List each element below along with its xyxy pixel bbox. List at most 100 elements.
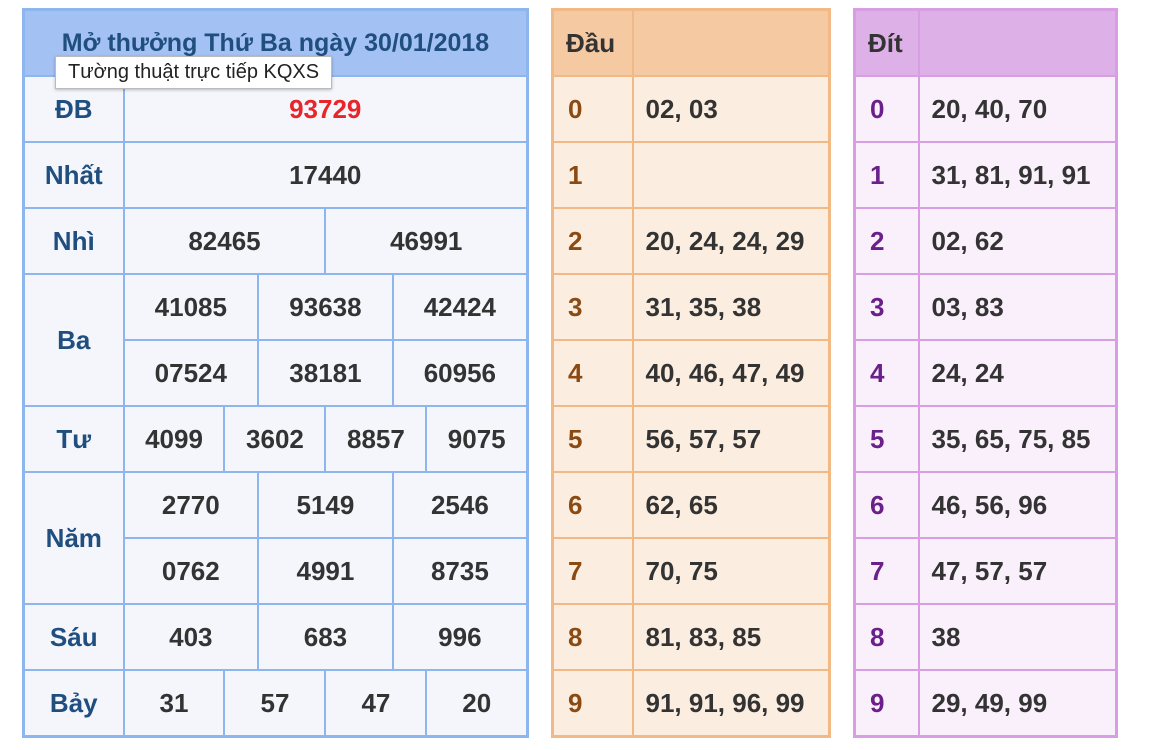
prize-value: 07524 [122,339,260,407]
prize-value: 41085 [122,273,260,341]
dau-row: 5 56, 57, 57 [551,405,831,473]
prize-value: 683 [257,603,394,671]
prize-label: Ba [22,273,125,407]
prize-label: Nhì [22,207,125,275]
dit-header: Đít [853,8,920,77]
dau-digit: 1 [551,141,634,209]
dit-row: 7 47, 57, 57 [853,537,1118,605]
dau-header-empty [631,8,831,77]
dit-row: 0 20, 40, 70 [853,75,1118,143]
dau-row: 4 40, 46, 47, 49 [551,339,831,407]
prize-label: Tư [22,405,125,473]
dau-table: Đầu 0 02, 03 1 2 20, 24, 24, 29 3 31, 35, 38 4 4… [551,8,831,738]
dau-values: 56, 57, 57 [631,405,831,473]
dit-values: 02, 62 [917,207,1118,275]
dau-row: 7 70, 75 [551,537,831,605]
prize-value: 60956 [391,339,529,407]
dit-row: 9 29, 49, 99 [853,669,1118,738]
dit-row: 6 46, 56, 96 [853,471,1118,539]
dit-values: 38 [917,603,1118,671]
prize-value: 9075 [425,405,529,473]
dau-digit: 5 [551,405,634,473]
results-table: Mở thưởng Thứ Ba ngày 30/01/2018 ĐB 9372… [22,8,529,738]
dau-row: 8 81, 83, 85 [551,603,831,671]
prize-label: Nhất [22,141,125,209]
prize-row-bay: Bảy 31 57 47 20 [22,669,529,738]
dit-digit: 0 [853,75,920,143]
dit-digit: 4 [853,339,920,407]
dau-row: 2 20, 24, 24, 29 [551,207,831,275]
dau-values: 02, 03 [631,75,831,143]
prize-row-nam-2: 0762 4991 8735 [24,537,529,605]
dau-values: 20, 24, 24, 29 [631,207,831,275]
prize-value: 5149 [257,471,394,539]
prize-value: 0762 [122,537,260,605]
dau-digit: 0 [551,75,634,143]
dau-row: 6 62, 65 [551,471,831,539]
dit-table: Đít 0 20, 40, 70 1 31, 81, 91, 91 2 02, 62 3 03… [853,8,1118,738]
dit-header-empty [917,8,1118,77]
dit-row: 2 02, 62 [853,207,1118,275]
prize-value: 46991 [324,207,529,275]
dit-values: 46, 56, 96 [917,471,1118,539]
dit-values: 31, 81, 91, 91 [917,141,1118,209]
dit-digit: 7 [853,537,920,605]
dau-digit: 7 [551,537,634,605]
prize-value: 42424 [391,273,529,341]
prize-row-tu: Tư 4099 3602 8857 9075 [22,405,529,473]
dau-row: 0 02, 03 [551,75,831,143]
dau-values: 91, 91, 96, 99 [631,669,831,738]
prize-value: 2546 [391,471,529,539]
tooltip: Tường thuật trực tiếp KQXS [55,56,333,89]
prize-row-nhat: Nhất 17440 [22,141,529,209]
dau-values: 62, 65 [631,471,831,539]
dit-values: 24, 24 [917,339,1118,407]
prize-value: 82465 [122,207,327,275]
prize-value: 2770 [122,471,260,539]
dit-values: 47, 57, 57 [917,537,1118,605]
prize-value: 57 [223,669,327,738]
dau-values: 31, 35, 38 [631,273,831,341]
dit-row: 8 38 [853,603,1118,671]
dit-digit: 5 [853,405,920,473]
dau-digit: 3 [551,273,634,341]
dau-digit: 8 [551,603,634,671]
dit-digit: 9 [853,669,920,738]
dit-values: 03, 83 [917,273,1118,341]
prize-row-sau: Sáu 403 683 996 [22,603,529,671]
prize-row-ba-2: 07524 38181 60956 [24,339,529,407]
dau-values: 40, 46, 47, 49 [631,339,831,407]
prize-row-ba: Ba 41085 93638 42424 [22,273,529,407]
prize-value: 3602 [223,405,327,473]
dit-values: 35, 65, 75, 85 [917,405,1118,473]
prize-value: 8857 [324,405,428,473]
dit-row: 5 35, 65, 75, 85 [853,405,1118,473]
dit-digit: 8 [853,603,920,671]
prize-label: Bảy [22,669,125,738]
prize-value: 4991 [257,537,394,605]
dau-digit: 2 [551,207,634,275]
prize-value: 20 [425,669,529,738]
dau-header: Đầu [551,8,634,77]
dau-values [631,141,831,209]
dau-row: 3 31, 35, 38 [551,273,831,341]
prize-label: Năm [22,471,125,605]
dit-values: 29, 49, 99 [917,669,1118,738]
dit-row: 3 03, 83 [853,273,1118,341]
prize-value: 47 [324,669,428,738]
dau-digit: 6 [551,471,634,539]
dit-row: 4 24, 24 [853,339,1118,407]
dau-row: 1 [551,141,831,209]
dau-digit: 9 [551,669,634,738]
prize-value: 31 [122,669,226,738]
prize-value: 4099 [122,405,226,473]
prize-row-nam: Năm 2770 5149 2546 [22,471,529,605]
dau-digit: 4 [551,339,634,407]
dit-digit: 1 [853,141,920,209]
dit-digit: 3 [853,273,920,341]
dit-values: 20, 40, 70 [917,75,1118,143]
dau-values: 70, 75 [631,537,831,605]
prize-value: 38181 [257,339,394,407]
dau-row: 9 91, 91, 96, 99 [551,669,831,738]
dit-digit: 6 [853,471,920,539]
